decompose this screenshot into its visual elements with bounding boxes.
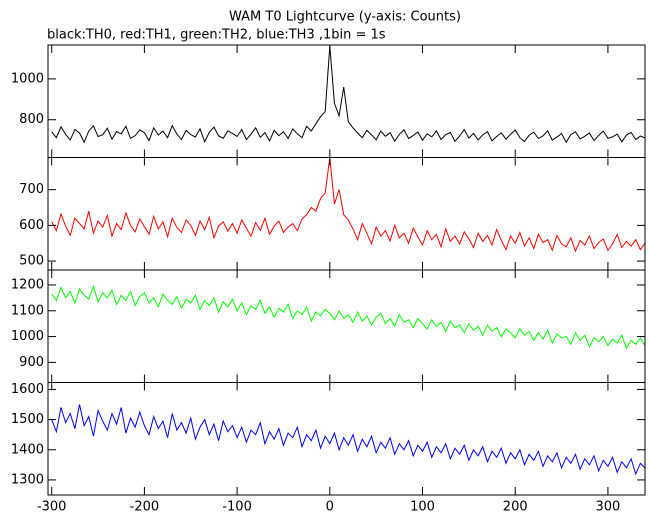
panel-frame <box>47 44 646 158</box>
x-tick-label: -200 <box>130 500 160 515</box>
chart-title: WAM T0 Lightcurve (y-axis: Counts) <box>229 10 461 25</box>
y-tick-label: 900 <box>19 355 44 370</box>
panel-frame <box>47 269 646 383</box>
y-tick-label: 600 <box>19 218 44 233</box>
y-tick-label: 500 <box>19 254 44 269</box>
x-tick-label: 200 <box>503 500 528 515</box>
x-tick-label: 0 <box>326 500 334 515</box>
x-tick-label: -300 <box>37 500 67 515</box>
panel-frame <box>47 382 646 496</box>
panel-frame <box>47 157 646 271</box>
y-tick-label: 1600 <box>11 382 44 397</box>
lightcurve <box>51 404 646 476</box>
y-tick-label: 1300 <box>11 472 44 487</box>
lightcurve <box>51 157 646 253</box>
y-tick-label: 1200 <box>11 277 44 292</box>
lightcurve <box>51 46 646 144</box>
x-tick-label: 300 <box>596 500 621 515</box>
y-tick-label: 1000 <box>11 71 44 86</box>
x-tick-label: -100 <box>222 500 252 515</box>
y-tick-label: 800 <box>19 112 44 127</box>
y-tick-label: 1400 <box>11 442 44 457</box>
lightcurve <box>51 284 646 350</box>
y-tick-label: 1500 <box>11 412 44 427</box>
y-tick-label: 1000 <box>11 329 44 344</box>
y-tick-label: 700 <box>19 182 44 197</box>
y-tick-label: 1100 <box>11 303 44 318</box>
chart-subtitle: black:TH0, red:TH1, green:TH2, blue:TH3 … <box>47 28 386 43</box>
x-tick-label: 100 <box>410 500 435 515</box>
